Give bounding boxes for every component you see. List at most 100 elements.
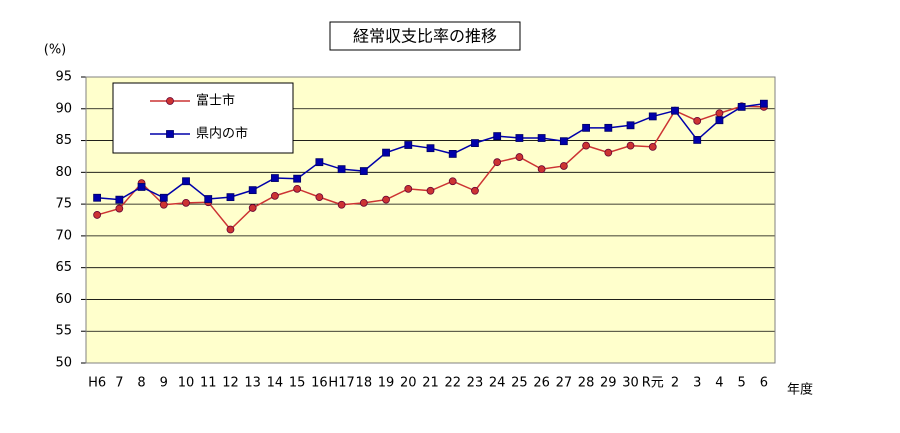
- x-tick-label: 29: [600, 376, 617, 391]
- data-point: [115, 204, 124, 213]
- data-point: [248, 186, 257, 195]
- y-tick-label: 80: [55, 165, 72, 180]
- x-tick-label: 5: [738, 376, 746, 391]
- data-point: [493, 158, 502, 167]
- data-point: [582, 123, 590, 132]
- title-box: [329, 21, 521, 51]
- x-tick-label: 10: [178, 376, 195, 391]
- data-point: [448, 177, 457, 186]
- x-tick-label: 30: [622, 376, 639, 391]
- data-point: [693, 116, 702, 125]
- x-tick-label: 28: [578, 376, 595, 391]
- y-unit: (%): [44, 43, 67, 58]
- y-tick-label: 55: [55, 324, 72, 339]
- data-point: [248, 204, 257, 212]
- data-point: [137, 183, 146, 191]
- data-point: [515, 153, 524, 161]
- data-point: [271, 191, 279, 200]
- data-point: [493, 132, 502, 141]
- data-point: [337, 200, 346, 209]
- data-point: [404, 184, 413, 193]
- plot-border: [85, 76, 776, 364]
- data-point: [715, 116, 724, 125]
- x-tick-label: 9: [160, 376, 168, 391]
- data-point: [182, 177, 190, 186]
- data-point: [271, 174, 279, 182]
- y-tick-label: 50: [55, 356, 72, 371]
- data-point: [293, 174, 302, 183]
- legend-box: [112, 82, 294, 154]
- x-tick-label: 21: [422, 376, 439, 391]
- x-tick-label: 15: [289, 376, 306, 391]
- x-tick-label: 7: [115, 376, 123, 391]
- data-point: [226, 193, 235, 202]
- data-point: [604, 148, 613, 157]
- x-axis-label: 年度: [787, 382, 813, 398]
- data-point: [648, 112, 657, 121]
- data-point: [359, 198, 368, 207]
- data-point: [559, 137, 568, 146]
- legend-marker: [166, 97, 174, 105]
- y-tick-label: 75: [55, 197, 72, 212]
- data-point: [182, 198, 190, 207]
- x-tick-label: 8: [137, 376, 145, 391]
- data-point: [604, 123, 613, 132]
- data-point: [626, 121, 635, 130]
- x-tick-label: 18: [356, 376, 373, 391]
- data-point: [426, 186, 435, 195]
- x-tick-label: 23: [467, 376, 484, 391]
- y-tick-label: 85: [55, 133, 72, 148]
- data-point: [471, 186, 479, 195]
- x-tick-label: 13: [244, 376, 261, 391]
- x-tick-label: 20: [400, 376, 417, 391]
- x-tick-label: H17: [328, 376, 354, 391]
- data-point: [693, 136, 702, 144]
- data-point: [93, 193, 102, 202]
- x-tick-label: 16: [311, 376, 328, 391]
- legend-label: 県内の市: [196, 126, 248, 142]
- data-point: [204, 195, 213, 203]
- data-point: [382, 148, 390, 157]
- data-point: [671, 106, 679, 115]
- x-tick-label: 26: [533, 376, 550, 391]
- data-point: [582, 141, 590, 150]
- chart-title: 経常収支比率の推移: [353, 27, 497, 46]
- x-tick-label: R元: [642, 376, 664, 391]
- data-point: [115, 195, 124, 204]
- data-point: [648, 143, 657, 151]
- y-tick-label: 95: [55, 70, 72, 85]
- data-point: [159, 200, 168, 209]
- x-tick-label: 3: [693, 376, 701, 391]
- data-point: [515, 134, 524, 142]
- x-tick-label: 19: [378, 376, 395, 391]
- data-point: [337, 165, 346, 174]
- data-point: [559, 162, 568, 170]
- legend-marker: [166, 130, 174, 138]
- y-tick-label: 65: [55, 260, 72, 275]
- data-point: [315, 193, 324, 202]
- data-point: [759, 99, 768, 108]
- data-point: [537, 165, 546, 174]
- data-point: [537, 134, 546, 142]
- data-point: [382, 195, 390, 204]
- x-tick-label: 22: [444, 376, 461, 391]
- x-tick-label: 24: [489, 376, 506, 391]
- x-tick-label: 6: [760, 376, 768, 391]
- data-point: [359, 167, 368, 175]
- x-tick-label: 11: [200, 376, 217, 391]
- x-tick-label: 4: [715, 376, 723, 391]
- x-tick-label: 12: [222, 376, 239, 391]
- data-point: [404, 141, 413, 149]
- x-tick-label: H6: [88, 376, 106, 391]
- x-tick-label: 27: [556, 376, 573, 391]
- x-tick-label: 25: [511, 376, 528, 391]
- data-point: [737, 102, 746, 111]
- data-point: [426, 144, 435, 153]
- data-point: [93, 211, 102, 219]
- data-point: [159, 193, 168, 202]
- y-tick-label: 60: [55, 292, 72, 307]
- data-point: [626, 141, 635, 150]
- data-point: [471, 139, 479, 147]
- data-point: [315, 158, 324, 167]
